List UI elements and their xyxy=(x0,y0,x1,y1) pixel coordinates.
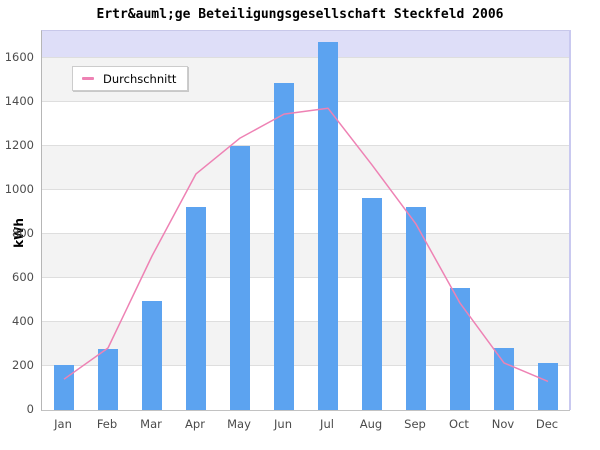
gridline xyxy=(42,233,570,234)
bar-jul xyxy=(318,41,338,410)
background-band xyxy=(42,366,570,410)
bar-sep xyxy=(406,206,426,410)
x-tick-label-nov: Nov xyxy=(491,417,515,431)
x-tick-label-may: May xyxy=(227,417,251,431)
background-band xyxy=(42,190,570,234)
bar-oct xyxy=(450,287,470,410)
bar-feb xyxy=(98,349,118,410)
y-tick-label: 0 xyxy=(26,402,34,416)
y-tick-label: 600 xyxy=(12,270,34,284)
y-tick-label: 800 xyxy=(12,226,34,240)
x-tick-label-aug: Aug xyxy=(359,417,383,431)
y-tick-label: 1600 xyxy=(4,50,34,64)
bar-may xyxy=(230,146,250,410)
bar-nov xyxy=(494,348,514,410)
background-band xyxy=(42,102,570,146)
x-tick-label-mar: Mar xyxy=(140,417,162,431)
gridline xyxy=(42,365,570,366)
plot-right-border xyxy=(569,30,571,410)
above-max-band xyxy=(42,31,570,58)
x-tick-label-feb: Feb xyxy=(96,417,118,431)
y-tick-label: 1200 xyxy=(4,138,34,152)
bar-aug xyxy=(362,197,382,410)
background-band xyxy=(42,234,570,278)
bar-apr xyxy=(186,206,206,410)
gridline xyxy=(42,145,570,146)
bar-jun xyxy=(274,83,294,410)
gridline xyxy=(42,189,570,190)
bar-jan xyxy=(54,364,74,410)
y-tick-label: 1000 xyxy=(4,182,34,196)
gridline xyxy=(42,321,570,322)
x-tick-label-jun: Jun xyxy=(274,417,292,431)
plot-area xyxy=(41,30,570,411)
background-band xyxy=(42,278,570,322)
x-tick-label-sep: Sep xyxy=(404,417,426,431)
gridline xyxy=(42,101,570,102)
gridline xyxy=(42,277,570,278)
bar-mar xyxy=(142,301,162,410)
x-tick-label-apr: Apr xyxy=(185,417,205,431)
x-tick-label-dec: Dec xyxy=(535,417,559,431)
background-band xyxy=(42,322,570,366)
bar-dec xyxy=(538,362,558,410)
y-tick-label: 200 xyxy=(12,358,34,372)
x-tick-label-oct: Oct xyxy=(449,417,469,431)
y-tick-label: 1400 xyxy=(4,94,34,108)
y-tick-label: 400 xyxy=(12,314,34,328)
x-tick-label-jul: Jul xyxy=(320,417,334,431)
chart-title: Ertr&auml;ge Beteiligungsgesellschaft St… xyxy=(96,7,504,22)
line-series-marker-icon xyxy=(82,77,94,80)
x-tick-label-jan: Jan xyxy=(54,417,72,431)
legend-label: Durchschnitt xyxy=(103,71,177,86)
legend: Durchschnitt xyxy=(72,66,189,91)
background-band xyxy=(42,146,570,190)
gridline xyxy=(42,57,570,58)
